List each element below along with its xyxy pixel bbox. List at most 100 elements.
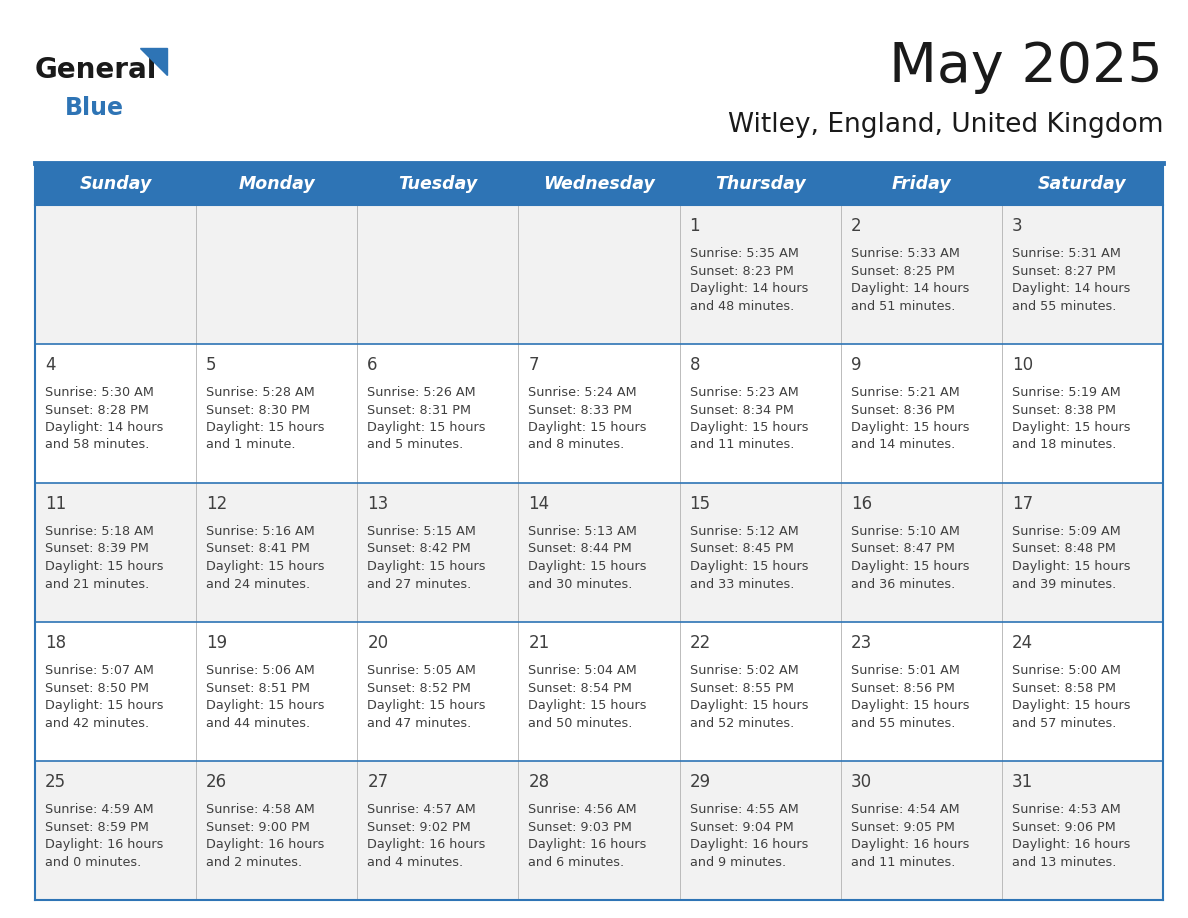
Text: Tuesday: Tuesday (398, 175, 478, 193)
Text: Sunset: 8:56 PM: Sunset: 8:56 PM (851, 681, 955, 695)
Text: Sunset: 9:04 PM: Sunset: 9:04 PM (689, 821, 794, 834)
Text: 31: 31 (1012, 773, 1034, 791)
Text: 29: 29 (689, 773, 710, 791)
Text: Friday: Friday (891, 175, 952, 193)
Text: and 58 minutes.: and 58 minutes. (45, 439, 150, 452)
Text: 6: 6 (367, 356, 378, 374)
Text: Daylight: 15 hours: Daylight: 15 hours (207, 421, 324, 434)
Text: Sunset: 8:41 PM: Sunset: 8:41 PM (207, 543, 310, 555)
Text: and 57 minutes.: and 57 minutes. (1012, 717, 1117, 730)
Text: Sunrise: 4:55 AM: Sunrise: 4:55 AM (689, 803, 798, 816)
Text: Sunset: 8:50 PM: Sunset: 8:50 PM (45, 681, 148, 695)
Text: Sunrise: 5:21 AM: Sunrise: 5:21 AM (851, 386, 960, 399)
Text: and 47 minutes.: and 47 minutes. (367, 717, 472, 730)
Text: Sunset: 9:05 PM: Sunset: 9:05 PM (851, 821, 955, 834)
Text: and 4 minutes.: and 4 minutes. (367, 856, 463, 868)
Text: Sunset: 8:44 PM: Sunset: 8:44 PM (529, 543, 632, 555)
Text: and 11 minutes.: and 11 minutes. (851, 856, 955, 868)
Text: Daylight: 16 hours: Daylight: 16 hours (529, 838, 646, 851)
Text: Sunset: 8:45 PM: Sunset: 8:45 PM (689, 543, 794, 555)
Text: Daylight: 15 hours: Daylight: 15 hours (851, 560, 969, 573)
Text: and 18 minutes.: and 18 minutes. (1012, 439, 1117, 452)
Text: Sunrise: 5:28 AM: Sunrise: 5:28 AM (207, 386, 315, 399)
Text: Sunrise: 4:58 AM: Sunrise: 4:58 AM (207, 803, 315, 816)
Text: Daylight: 15 hours: Daylight: 15 hours (207, 699, 324, 712)
Text: and 33 minutes.: and 33 minutes. (689, 577, 794, 590)
Text: and 5 minutes.: and 5 minutes. (367, 439, 463, 452)
Bar (1001, 163, 1163, 205)
Text: 20: 20 (367, 634, 388, 652)
Text: and 6 minutes.: and 6 minutes. (529, 856, 625, 868)
Text: Daylight: 15 hours: Daylight: 15 hours (367, 560, 486, 573)
Text: Sunrise: 4:54 AM: Sunrise: 4:54 AM (851, 803, 960, 816)
Text: Daylight: 16 hours: Daylight: 16 hours (45, 838, 164, 851)
Text: Blue: Blue (65, 96, 124, 120)
Text: Sunrise: 5:12 AM: Sunrise: 5:12 AM (689, 525, 798, 538)
Text: and 51 minutes.: and 51 minutes. (851, 299, 955, 312)
Bar (34, 163, 196, 205)
Text: Sunrise: 5:33 AM: Sunrise: 5:33 AM (851, 247, 960, 260)
Text: Sunrise: 5:00 AM: Sunrise: 5:00 AM (1012, 664, 1120, 677)
Text: Sunset: 8:59 PM: Sunset: 8:59 PM (45, 821, 148, 834)
Text: Sunrise: 5:09 AM: Sunrise: 5:09 AM (1012, 525, 1120, 538)
Text: Daylight: 14 hours: Daylight: 14 hours (45, 421, 164, 434)
Text: Sunrise: 5:10 AM: Sunrise: 5:10 AM (851, 525, 960, 538)
Text: and 30 minutes.: and 30 minutes. (529, 577, 633, 590)
Text: Daylight: 15 hours: Daylight: 15 hours (1012, 560, 1130, 573)
Text: 21: 21 (529, 634, 550, 652)
Text: 4: 4 (45, 356, 56, 374)
Text: Sunrise: 5:26 AM: Sunrise: 5:26 AM (367, 386, 476, 399)
Text: Daylight: 15 hours: Daylight: 15 hours (689, 560, 808, 573)
Text: Sunset: 8:31 PM: Sunset: 8:31 PM (367, 404, 472, 417)
Text: Sunrise: 5:04 AM: Sunrise: 5:04 AM (529, 664, 637, 677)
Text: and 21 minutes.: and 21 minutes. (45, 577, 150, 590)
Text: Daylight: 14 hours: Daylight: 14 hours (689, 282, 808, 295)
Text: Sunset: 8:30 PM: Sunset: 8:30 PM (207, 404, 310, 417)
Text: Monday: Monday (239, 175, 315, 193)
Text: Sunrise: 5:01 AM: Sunrise: 5:01 AM (851, 664, 960, 677)
Text: Sunset: 8:51 PM: Sunset: 8:51 PM (207, 681, 310, 695)
Text: and 50 minutes.: and 50 minutes. (529, 717, 633, 730)
Text: Sunrise: 5:02 AM: Sunrise: 5:02 AM (689, 664, 798, 677)
Text: 3: 3 (1012, 217, 1023, 235)
Text: Daylight: 15 hours: Daylight: 15 hours (45, 699, 164, 712)
Text: Sunrise: 5:24 AM: Sunrise: 5:24 AM (529, 386, 637, 399)
Text: and 9 minutes.: and 9 minutes. (689, 856, 785, 868)
Text: Sunrise: 5:35 AM: Sunrise: 5:35 AM (689, 247, 798, 260)
Text: Saturday: Saturday (1038, 175, 1126, 193)
Text: Daylight: 15 hours: Daylight: 15 hours (529, 421, 647, 434)
Text: 8: 8 (689, 356, 700, 374)
Text: Sunset: 8:23 PM: Sunset: 8:23 PM (689, 264, 794, 277)
Text: Daylight: 15 hours: Daylight: 15 hours (367, 699, 486, 712)
Text: Sunday: Sunday (80, 175, 152, 193)
Bar (34, 622, 1163, 761)
Text: Daylight: 15 hours: Daylight: 15 hours (851, 421, 969, 434)
Text: 30: 30 (851, 773, 872, 791)
Bar (841, 163, 1001, 205)
Text: Daylight: 15 hours: Daylight: 15 hours (529, 560, 647, 573)
Text: Daylight: 15 hours: Daylight: 15 hours (529, 699, 647, 712)
Text: 28: 28 (529, 773, 550, 791)
Text: and 8 minutes.: and 8 minutes. (529, 439, 625, 452)
Polygon shape (140, 48, 168, 75)
Text: General: General (34, 56, 157, 84)
Text: Sunset: 9:03 PM: Sunset: 9:03 PM (529, 821, 632, 834)
Text: 12: 12 (207, 495, 227, 513)
Text: Sunrise: 5:16 AM: Sunrise: 5:16 AM (207, 525, 315, 538)
Text: Sunset: 8:48 PM: Sunset: 8:48 PM (1012, 543, 1116, 555)
Text: Sunrise: 4:53 AM: Sunrise: 4:53 AM (1012, 803, 1120, 816)
Text: and 44 minutes.: and 44 minutes. (207, 717, 310, 730)
Text: Daylight: 15 hours: Daylight: 15 hours (689, 699, 808, 712)
Text: 19: 19 (207, 634, 227, 652)
Text: Sunset: 8:28 PM: Sunset: 8:28 PM (45, 404, 148, 417)
Text: Sunrise: 5:06 AM: Sunrise: 5:06 AM (207, 664, 315, 677)
Text: 10: 10 (1012, 356, 1034, 374)
Text: 1: 1 (689, 217, 700, 235)
Text: Sunrise: 5:23 AM: Sunrise: 5:23 AM (689, 386, 798, 399)
Text: and 27 minutes.: and 27 minutes. (367, 577, 472, 590)
Text: Sunset: 9:02 PM: Sunset: 9:02 PM (367, 821, 470, 834)
Text: 25: 25 (45, 773, 67, 791)
Text: 11: 11 (45, 495, 67, 513)
Text: 26: 26 (207, 773, 227, 791)
Text: 16: 16 (851, 495, 872, 513)
